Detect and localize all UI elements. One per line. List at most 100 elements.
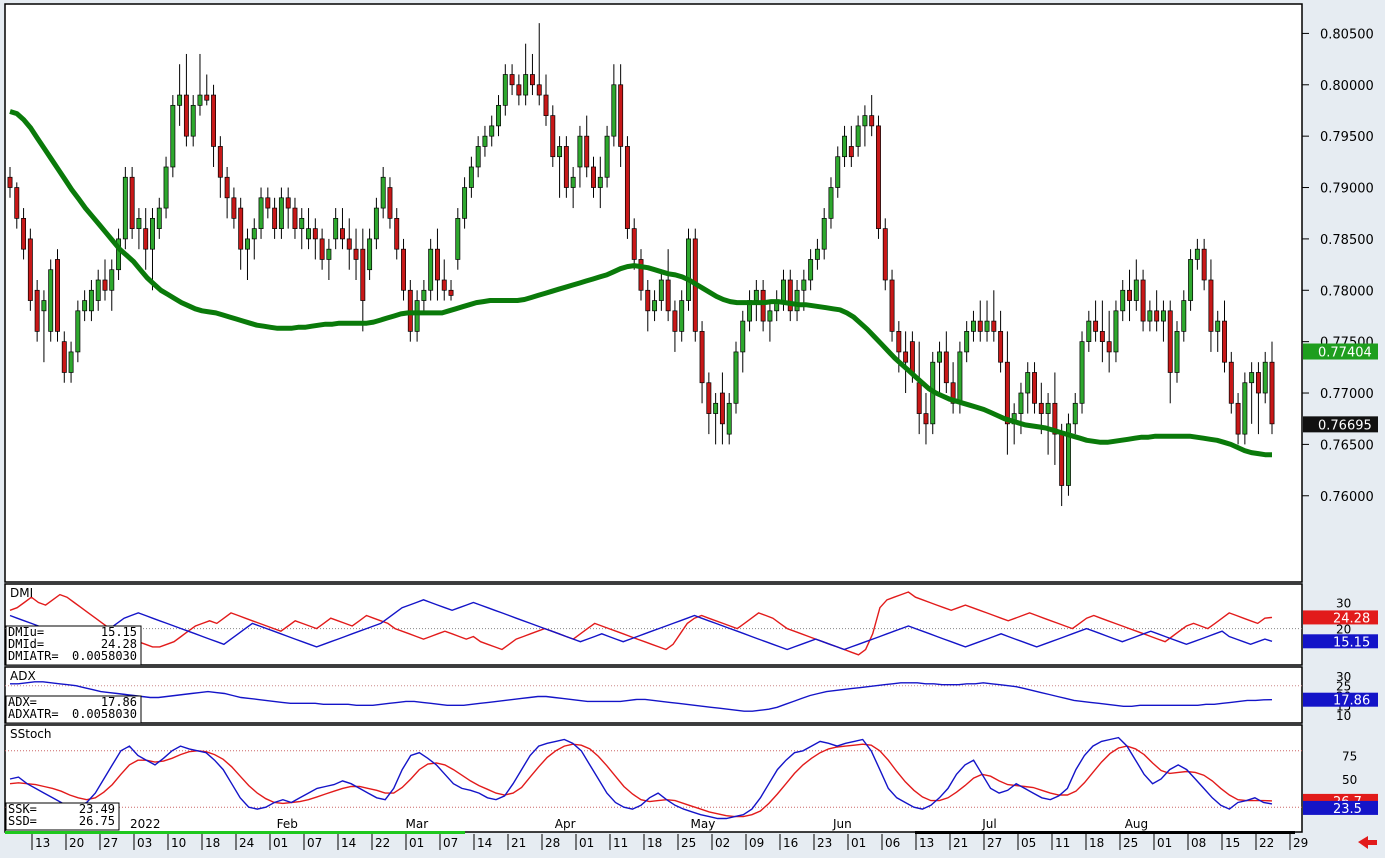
candle-down: [1004, 361, 1010, 425]
candle-down: [1127, 289, 1132, 301]
price-tick-label: 0.76500: [1320, 438, 1374, 453]
month-label: Apr: [555, 817, 576, 831]
candle-up: [740, 320, 746, 353]
moving-average-line: [9, 109, 1272, 458]
candle-down: [516, 84, 522, 96]
candle-down: [536, 84, 542, 96]
dmi-panel[interactable]: [4, 583, 1303, 666]
candle-down: [231, 197, 237, 219]
candle-down: [543, 94, 549, 116]
candle-down: [923, 413, 929, 425]
day-label: 29: [1293, 836, 1308, 850]
candle-up: [597, 176, 603, 188]
candle-up: [68, 351, 74, 373]
day-label: 18: [205, 836, 220, 850]
candle-up: [733, 351, 739, 404]
candle-down: [7, 176, 13, 188]
readout-value: 23.49: [79, 802, 115, 816]
candle-down: [1228, 361, 1234, 404]
readout-label: SSK=: [8, 802, 37, 816]
candle-up: [1249, 372, 1255, 384]
candle-up: [753, 289, 759, 301]
candle-up: [1086, 320, 1092, 342]
candle-down: [591, 166, 596, 188]
candle-down: [645, 289, 651, 312]
candle-down: [1032, 372, 1037, 404]
sstoch-axis: 755026.723.5: [1303, 750, 1378, 817]
candle-down: [55, 259, 60, 332]
candle-up: [652, 300, 658, 312]
candle-up: [109, 269, 115, 291]
candle-down: [292, 207, 298, 229]
candle-up: [278, 197, 284, 229]
day-label: 14: [341, 836, 356, 850]
candle-up: [1242, 382, 1248, 435]
candle-up: [116, 238, 122, 271]
readout-value: 24.28: [101, 637, 137, 651]
candle-down: [224, 176, 230, 199]
adx-panel[interactable]: [4, 666, 1303, 724]
candle-down: [211, 94, 217, 147]
candle-up: [468, 166, 474, 188]
candle-up: [1194, 248, 1200, 260]
readout-label: DMIu=: [8, 625, 44, 639]
candle-up: [489, 125, 495, 137]
candle-up: [306, 228, 311, 240]
candle-up: [1045, 402, 1051, 414]
price-panel[interactable]: [4, 3, 1303, 583]
adx-readout: ADX= 17.86 ADXATR= 0.0058030: [5, 695, 142, 724]
adx-tag-bg: [1303, 692, 1378, 707]
candle-down: [61, 341, 67, 373]
candle-up: [937, 351, 942, 363]
candle-down: [719, 392, 725, 425]
readout-value: 0.0058030: [72, 707, 137, 721]
candle-up: [258, 197, 264, 229]
candle-up: [163, 166, 169, 209]
readout-value: 17.86: [101, 695, 137, 709]
candle-up: [1065, 423, 1071, 486]
candle-down: [143, 228, 149, 250]
candle-up: [367, 238, 373, 271]
adx-tick-label: 30: [1336, 670, 1351, 684]
candle-down: [217, 146, 223, 178]
candle-down: [706, 382, 712, 414]
price-tick-label: 0.80000: [1320, 79, 1374, 94]
day-label: 07: [307, 836, 322, 850]
price-tick-label: 0.77000: [1320, 387, 1374, 402]
candle-down: [909, 341, 915, 373]
candle-down: [353, 248, 359, 260]
last-price-tag: 0.76695: [1318, 418, 1372, 433]
candle-up: [801, 279, 807, 291]
candle-up: [496, 104, 501, 127]
candle-down: [441, 279, 447, 291]
dmi-tick-label: 30: [1336, 596, 1351, 610]
candle-down: [950, 382, 956, 404]
candle-up: [156, 207, 162, 229]
candle-up: [781, 279, 786, 301]
candle-up: [1160, 310, 1166, 322]
day-label: 20: [69, 836, 84, 850]
candle-up: [570, 176, 576, 188]
readout-label: DMId=: [8, 637, 44, 651]
adx-axis: 302520151017.86: [1303, 670, 1378, 723]
candle-down: [699, 331, 705, 384]
candle-up: [177, 94, 183, 106]
candle-up: [1133, 279, 1139, 301]
candle-up: [971, 320, 976, 332]
candle-up: [862, 115, 868, 127]
scroll-left-arrow-icon[interactable]: [1358, 836, 1377, 849]
candle-up: [1113, 310, 1119, 353]
candle-down: [129, 176, 135, 229]
price-tick-label: 0.79500: [1320, 130, 1374, 145]
candle-up: [41, 300, 47, 312]
candle-down: [1038, 402, 1044, 414]
candle-up: [828, 187, 834, 219]
candle-down: [401, 248, 406, 291]
ssd-line: [9, 743, 1273, 818]
candle-down: [665, 279, 671, 312]
sstoch-panel[interactable]: [4, 724, 1303, 833]
candle-up: [1262, 361, 1268, 394]
price-tags: 0.77404 0.76695: [1303, 343, 1378, 433]
candle-up: [611, 84, 617, 137]
